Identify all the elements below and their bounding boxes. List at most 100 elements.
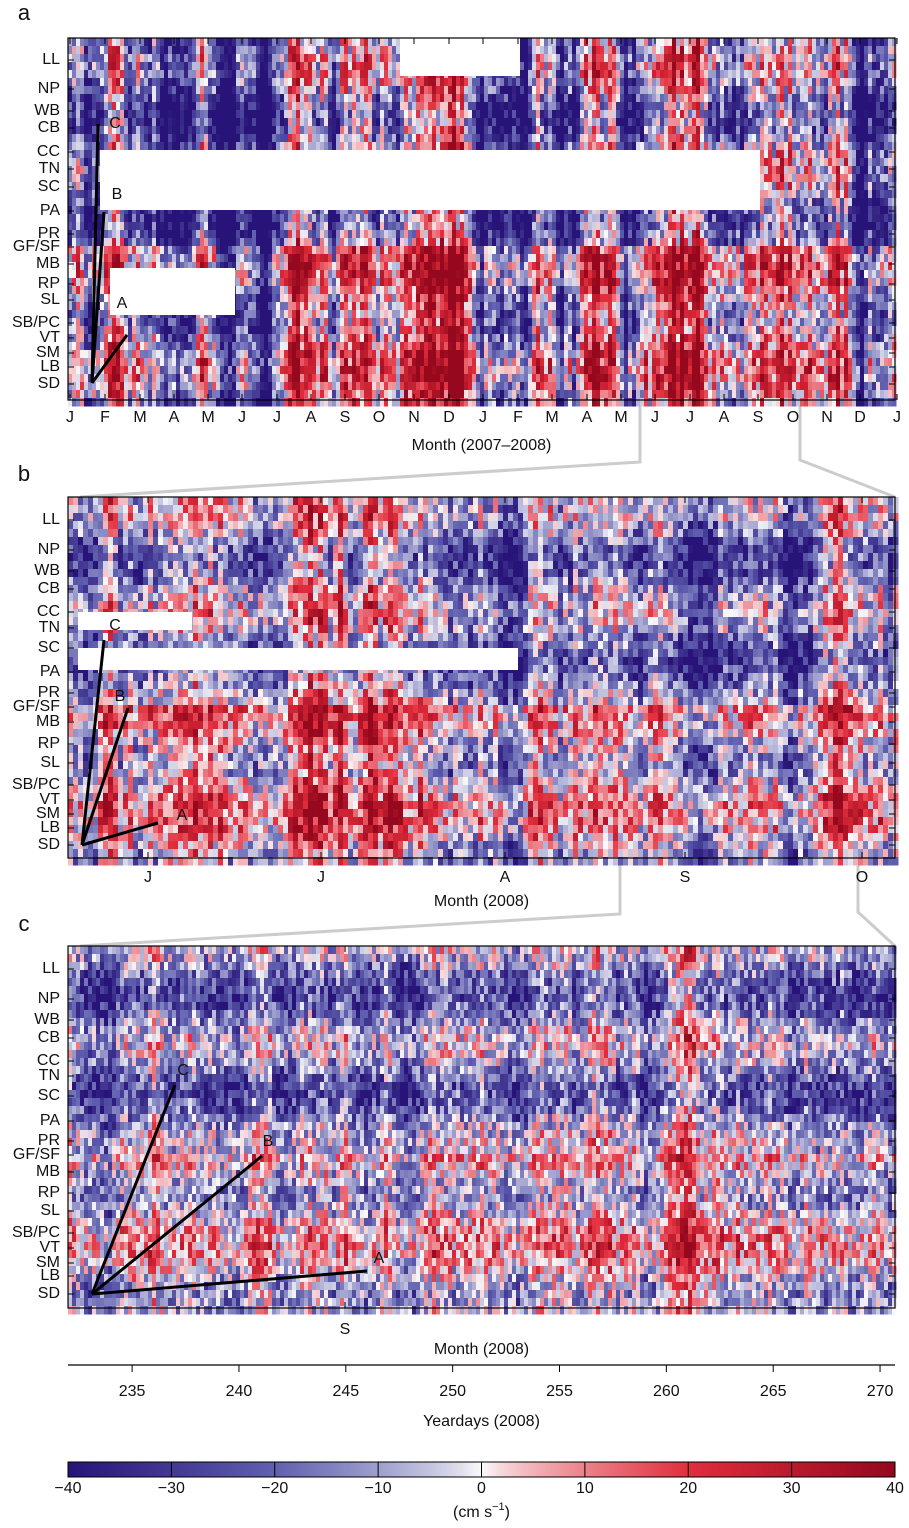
heatmap-texture: [216, 134, 221, 143]
heatmap-texture: [248, 46, 253, 55]
heatmap-texture: [84, 358, 89, 367]
heatmap-texture: [164, 70, 169, 79]
heatmap-texture: [304, 254, 309, 263]
heatmap-texture: [72, 142, 77, 151]
heatmap-texture: [216, 54, 221, 63]
heatmap-texture: [396, 110, 401, 119]
heatmap-texture: [156, 374, 161, 383]
heatmap-texture: [292, 134, 297, 143]
heatmap-texture: [252, 326, 257, 335]
heatmap-texture: [212, 102, 217, 111]
heatmap-texture: [76, 190, 81, 199]
heatmap-texture: [152, 334, 157, 343]
heatmap-texture: [436, 94, 441, 103]
heatmap-texture: [336, 326, 341, 335]
heatmap-texture: [340, 70, 345, 79]
heatmap-texture: [256, 270, 261, 279]
panel-label: a: [18, 0, 31, 25]
heatmap-texture: [136, 118, 141, 127]
heatmap-texture: [188, 350, 193, 359]
heatmap-texture: [244, 134, 249, 143]
heatmap-texture: [336, 310, 341, 319]
heatmap-texture: [452, 102, 457, 111]
heatmap-texture: [168, 390, 173, 399]
heatmap-texture: [152, 390, 157, 399]
heatmap-texture: [320, 310, 325, 319]
heatmap-texture: [376, 326, 381, 335]
heatmap-texture: [104, 262, 109, 271]
heatmap-texture: [480, 254, 485, 263]
heatmap-texture: [352, 110, 357, 119]
heatmap-texture: [376, 78, 381, 87]
heatmap-texture: [204, 358, 209, 367]
heatmap-texture: [348, 46, 353, 55]
heatmap-texture: [124, 134, 129, 143]
heatmap-texture: [340, 246, 345, 255]
heatmap-texture: [200, 62, 205, 71]
heatmap-texture: [468, 382, 473, 391]
heatmap-texture: [172, 382, 177, 391]
heatmap-texture: [264, 142, 269, 151]
heatmap-texture: [104, 374, 109, 383]
heatmap-texture: [276, 374, 281, 383]
heatmap-texture: [352, 94, 357, 103]
heatmap-texture: [156, 254, 161, 263]
heatmap-texture: [112, 62, 117, 71]
heatmap-texture: [336, 46, 341, 55]
heatmap-texture: [348, 270, 353, 279]
heatmap-texture: [248, 78, 253, 87]
heatmap-texture: [368, 246, 373, 255]
heatmap-texture: [404, 382, 409, 391]
heatmap-texture: [308, 334, 313, 343]
heatmap-texture: [68, 254, 73, 263]
heatmap-texture: [160, 126, 165, 135]
heatmap-texture: [168, 46, 173, 55]
heatmap-texture: [392, 390, 397, 399]
heatmap-texture: [228, 382, 233, 391]
heatmap-texture: [456, 390, 461, 399]
heatmap-texture: [480, 278, 485, 287]
heatmap-texture: [252, 38, 257, 47]
heatmap-texture: [136, 222, 141, 231]
heatmap-texture: [416, 270, 421, 279]
heatmap-texture: [428, 382, 433, 391]
heatmap-texture: [228, 54, 233, 63]
heatmap-texture: [164, 366, 169, 375]
heatmap-texture: [256, 86, 261, 95]
heatmap-texture: [368, 262, 373, 271]
heatmap-texture: [164, 38, 169, 47]
heatmap-texture: [280, 238, 285, 247]
heatmap-texture: [252, 134, 257, 143]
heatmap-texture: [288, 286, 293, 295]
heatmap-texture: [288, 246, 293, 255]
heatmap-texture: [116, 38, 121, 47]
heatmap-texture: [176, 342, 181, 351]
heatmap-texture: [476, 134, 481, 143]
heatmap-texture: [356, 214, 361, 223]
heatmap-texture: [160, 86, 165, 95]
heatmap-texture: [224, 366, 229, 375]
heatmap-texture: [208, 118, 213, 127]
heatmap-texture: [272, 110, 277, 119]
heatmap-texture: [328, 278, 333, 287]
heatmap-texture: [416, 350, 421, 359]
heatmap-texture: [224, 238, 229, 247]
heatmap-texture: [216, 38, 221, 47]
heatmap-texture: [160, 326, 165, 335]
heatmap-texture: [128, 110, 133, 119]
heatmap-texture: [376, 70, 381, 79]
heatmap-texture: [388, 278, 393, 287]
heatmap-texture: [228, 142, 233, 151]
heatmap-texture: [380, 54, 385, 63]
heatmap-texture: [328, 214, 333, 223]
heatmap-texture: [272, 278, 277, 287]
heatmap-texture: [204, 318, 209, 327]
heatmap-texture: [400, 94, 405, 103]
heatmap-texture: [496, 254, 501, 263]
heatmap-texture: [404, 214, 409, 223]
heatmap-texture: [404, 270, 409, 279]
heatmap-texture: [420, 286, 425, 295]
heatmap-texture: [176, 38, 181, 47]
heatmap-texture: [236, 318, 241, 327]
heatmap-texture: [168, 118, 173, 127]
